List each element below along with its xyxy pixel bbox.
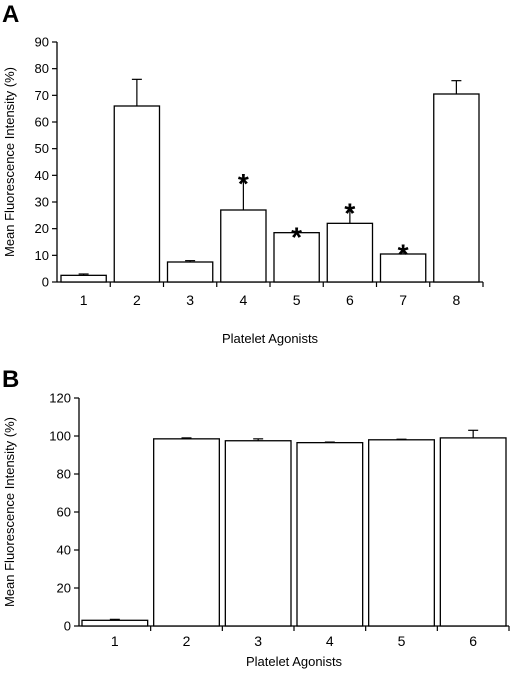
panel-a-y-tick-label: 70 <box>35 88 49 103</box>
panel-a-chart: 0 10 20 30 40 50 60 70 80 90 1 2 3 * 4 * 5 * 6 * 7 8 Platelet … <box>2 35 484 346</box>
panel-b-x-tick-label: 1 <box>111 633 119 649</box>
panel-a-bar-8 <box>433 93 480 283</box>
panel-b-letter: B <box>2 366 19 393</box>
panel-b-chart: 0 20 40 60 80 100 120 1 2 3 4 5 6 Platelet Agonists Me… <box>2 391 510 669</box>
panel-a-y-tick-label: 40 <box>35 168 49 183</box>
panel-b-x-tick-label: 6 <box>469 633 477 649</box>
panel-a-x-tick-label: 3 <box>186 292 194 308</box>
panel-b-bar-6 <box>439 437 507 627</box>
panel-a-significance-star-7: * <box>398 239 409 270</box>
panel-a-x-tick-label: 1 <box>80 292 88 308</box>
panel-a-y-tick-label: 60 <box>35 115 49 130</box>
panel-b-y-axis-title: Mean Fluorescence Intensity (%) <box>2 417 17 607</box>
panel-a-bar-1 <box>60 274 107 283</box>
panel-b-bar-3 <box>224 440 292 627</box>
panel-a-bar-3 <box>166 261 214 283</box>
panel-b-bar-2 <box>153 438 220 627</box>
panel-b-y-tick-label: 40 <box>57 543 71 558</box>
panel-b-x-tick-label: 3 <box>254 633 262 649</box>
panel-a-bar-2 <box>113 105 161 283</box>
panel-a-x-tick-label: 4 <box>239 292 247 308</box>
panel-a-x-tick-label: 2 <box>133 292 141 308</box>
panel-a-x-tick-label: 5 <box>293 292 301 308</box>
panel-b-x-tick-label: 5 <box>398 633 406 649</box>
panel-a-y-axis-title: Mean Fluorescence Intensity (%) <box>2 67 17 257</box>
panel-b-x-axis-title: Platelet Agonists <box>246 654 343 669</box>
panel-a-bar-4 <box>220 209 267 283</box>
panel-b-x-tick-label: 2 <box>183 633 191 649</box>
panel-a-letter: A <box>2 1 19 28</box>
panel-a-y-tick-label: 0 <box>42 275 49 290</box>
panel-a-x-tick-label: 6 <box>346 292 354 308</box>
panel-b-y-tick-label: 0 <box>64 619 71 634</box>
panel-a-bar-5 <box>273 232 320 283</box>
panel-a-x-axis-title: Platelet Agonists <box>222 331 319 346</box>
panel-b-y-tick-label: 120 <box>49 391 71 406</box>
panel-b-y-tick-label: 20 <box>57 581 71 596</box>
panel-a-y-tick-label: 30 <box>35 195 49 210</box>
panel-b-bar-4 <box>296 441 364 627</box>
panel-b-y-tick-label: 100 <box>49 429 71 444</box>
panel-a-y-tick-label: 90 <box>35 35 49 50</box>
panel-b-y-tick-label: 60 <box>57 505 71 520</box>
panel-a-y-tick-label: 10 <box>35 248 49 263</box>
panel-b-y-tick-label: 80 <box>57 467 71 482</box>
panel-b-bar-5 <box>368 439 435 627</box>
panel-a-significance-star-5: * <box>291 221 302 252</box>
panel-b-bar-1 <box>81 619 149 627</box>
panel-a-y-tick-label: 20 <box>35 221 49 236</box>
panel-a-bar-7 <box>379 253 427 283</box>
panel-a-x-tick-label: 8 <box>452 292 460 308</box>
panel-a-y-tick-label: 50 <box>35 141 49 156</box>
panel-a-y-tick-label: 80 <box>35 61 49 76</box>
panel-a-significance-star-6: * <box>344 197 355 228</box>
panel-a-x-tick-label: 7 <box>399 292 407 308</box>
panel-a-significance-star-4: * <box>238 168 249 199</box>
panel-a-bar-6 <box>326 222 374 283</box>
panel-b-x-tick-label: 4 <box>326 633 334 649</box>
